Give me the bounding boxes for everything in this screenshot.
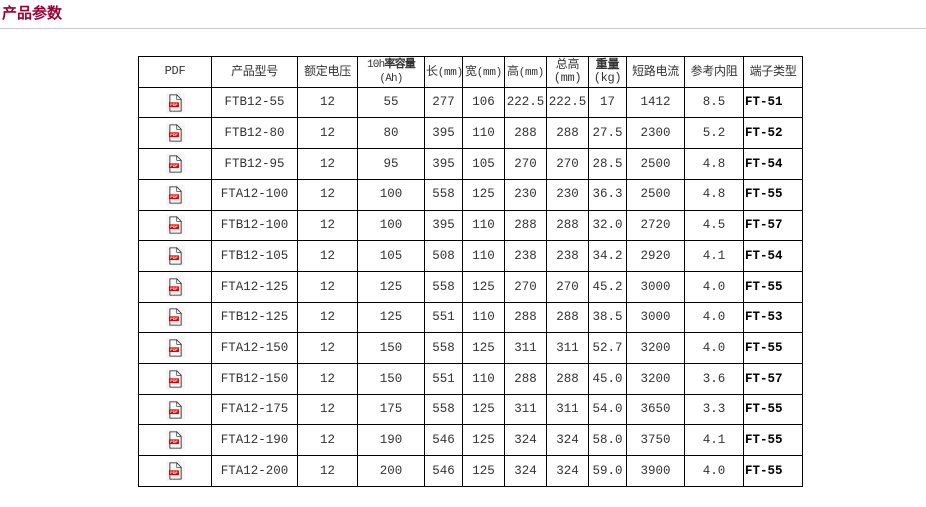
- svg-text:PDF: PDF: [170, 103, 178, 107]
- svg-text:PDF: PDF: [170, 410, 178, 414]
- svg-text:PDF: PDF: [170, 379, 178, 383]
- svg-text:PDF: PDF: [170, 318, 178, 322]
- svg-text:PDF: PDF: [170, 348, 178, 352]
- svg-text:PDF: PDF: [170, 164, 178, 168]
- svg-text:PDF: PDF: [170, 225, 178, 229]
- svg-text:PDF: PDF: [170, 471, 178, 475]
- svg-text:PDF: PDF: [170, 195, 178, 199]
- svg-text:PDF: PDF: [170, 256, 178, 260]
- svg-text:PDF: PDF: [170, 440, 178, 444]
- svg-text:PDF: PDF: [170, 287, 178, 291]
- svg-text:PDF: PDF: [170, 133, 178, 137]
